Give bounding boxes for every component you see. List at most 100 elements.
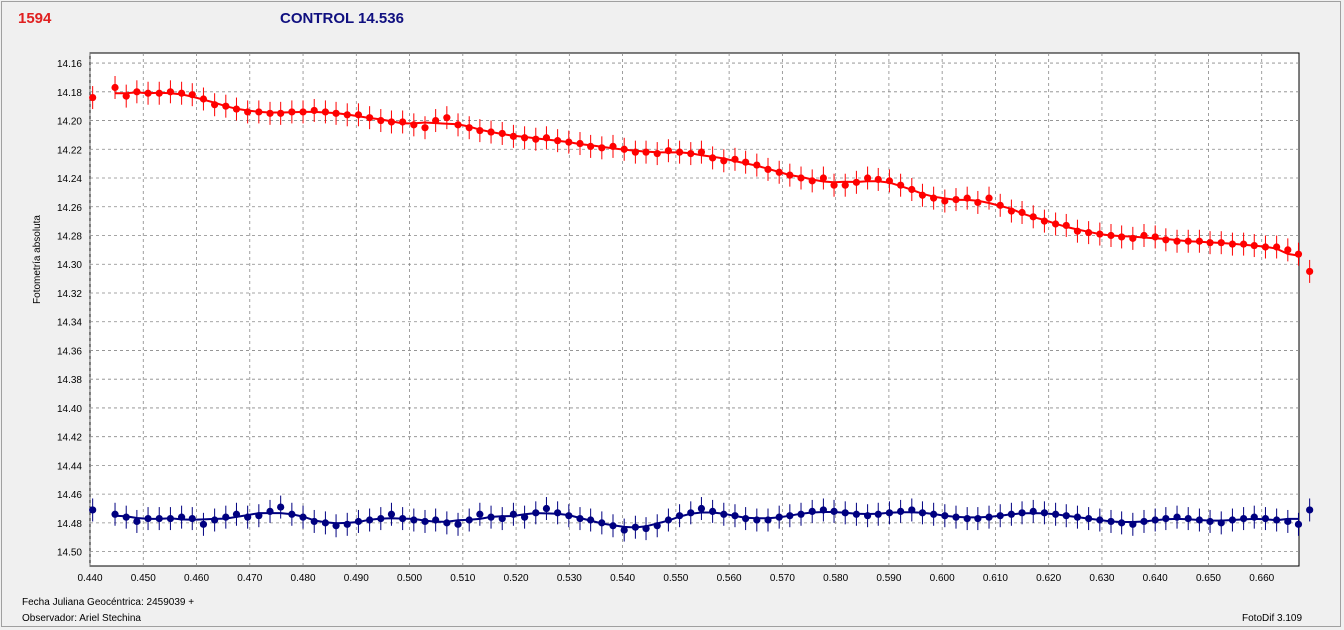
data-point [166,514,175,523]
data-point [1173,513,1181,521]
data-point [753,516,761,524]
y-tick-label: 14.48 [57,519,82,530]
data-point [354,111,363,119]
data-point [1151,233,1159,241]
y-tick-label: 14.46 [57,490,82,501]
data-point [542,504,551,513]
data-point [387,510,396,518]
y-tick-label: 14.32 [57,289,82,300]
data-point [166,88,175,96]
data-point [354,517,363,526]
data-point [232,510,241,518]
data-point [443,519,451,527]
data-point [720,157,728,165]
x-tick-label: 0.510 [450,573,475,584]
x-tick-label: 0.610 [983,573,1008,584]
x-tick-label: 0.570 [770,573,795,584]
data-point [742,514,750,523]
data-point [232,105,241,113]
y-tick-label: 14.20 [57,117,82,128]
data-point [465,516,473,524]
data-point [266,507,274,515]
data-point [587,516,595,524]
data-point [1206,517,1214,526]
data-point [885,177,894,185]
data-point [985,513,993,521]
data-point [222,513,230,521]
data-point [122,92,130,100]
data-point [321,519,330,527]
x-tick-label: 0.450 [131,573,156,584]
data-point [421,517,429,526]
data-point [199,95,208,103]
data-point [122,513,130,521]
data-point [775,168,783,176]
data-point [476,510,484,518]
y-tick-label: 14.22 [57,145,82,156]
data-point [675,512,684,520]
data-point [1129,234,1137,242]
data-point [366,114,374,122]
x-tick-label: 0.480 [291,573,316,584]
data-point [509,510,518,518]
data-point [697,148,706,156]
x-tick-label: 0.630 [1089,573,1114,584]
data-point [399,514,407,523]
data-point [908,506,916,514]
y-tick-label: 14.50 [57,548,82,559]
data-point [885,509,894,517]
data-point [941,512,949,520]
control-title: CONTROL 14.536 [280,10,404,27]
data-point [1261,514,1270,523]
data-point [1107,231,1115,240]
y-tick-label: 14.34 [57,318,82,329]
data-point [343,520,351,528]
data-point [133,517,141,526]
data-point [620,145,628,153]
data-point [908,185,916,194]
x-tick-label: 0.560 [717,573,742,584]
data-point [565,138,573,146]
x-tick-label: 0.520 [504,573,529,584]
data-point [897,507,905,515]
data-point [819,174,827,182]
data-point [565,512,573,520]
data-point [1129,520,1137,528]
data-point [841,181,849,189]
x-tick-label: 0.620 [1036,573,1061,584]
data-point [918,191,927,199]
data-point [786,171,794,179]
data-point [952,195,960,204]
data-point [918,509,927,517]
data-point [598,144,606,152]
data-point [1096,230,1104,238]
data-point [1162,236,1170,244]
data-point [731,512,739,520]
data-point [521,513,529,521]
data-point [1228,516,1237,524]
x-tick-label: 0.580 [823,573,848,584]
data-point [387,118,396,126]
data-point [1261,243,1270,251]
y-tick-label: 14.40 [57,404,82,415]
data-point [1306,506,1314,514]
x-tick-label: 0.440 [77,573,102,584]
data-point [244,513,252,521]
data-point [819,506,827,514]
x-tick-label: 0.590 [876,573,901,584]
data-point [1062,221,1070,230]
data-point [1096,516,1104,524]
y-tick-label: 14.28 [57,231,82,242]
data-point [288,108,296,116]
data-point [963,194,971,202]
data-point [1206,239,1214,247]
data-point [874,510,882,518]
data-point [687,149,695,158]
plot-area [89,52,1300,567]
data-point [1073,513,1082,521]
data-point [664,147,673,155]
data-point [199,520,208,528]
y-tick-label: 14.44 [57,461,82,472]
